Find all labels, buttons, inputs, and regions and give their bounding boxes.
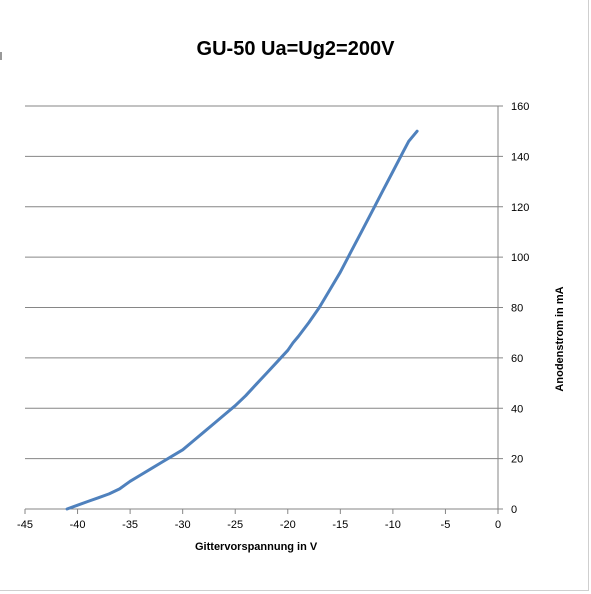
y-tick-label: 140 xyxy=(511,151,529,163)
y-axis-label: Anodenstrom in mA xyxy=(554,286,566,392)
chart-title: GU-50 Ua=Ug2=200V xyxy=(196,38,395,60)
series-lines xyxy=(65,129,419,511)
x-tick-label: -40 xyxy=(70,519,86,531)
y-tick-labels: 0 20 40 60 80 100 120 140 160 xyxy=(511,101,529,516)
axes xyxy=(24,105,503,514)
x-tick-label: -30 xyxy=(175,519,191,531)
x-tick-label: -25 xyxy=(227,519,243,531)
x-tick-label: 0 xyxy=(495,519,501,531)
x-tick-label: -45 xyxy=(17,519,33,531)
x-tick-label: -15 xyxy=(332,519,348,531)
y-tick-label: 40 xyxy=(511,403,523,415)
series-line-0 xyxy=(65,129,419,511)
x-tick-label: -35 xyxy=(122,519,138,531)
x-tick-labels: -45 -40 -35 -30 -25 -20 -15 -10 -5 0 xyxy=(17,519,501,531)
y-tick-label: 100 xyxy=(511,252,529,264)
y-tick-label: 120 xyxy=(511,202,529,214)
y-tick-label: 160 xyxy=(511,101,529,113)
x-tick-label: -10 xyxy=(385,519,401,531)
x-axis-label: Gittervorspannung in V xyxy=(195,541,318,553)
y-tick-label: 80 xyxy=(511,303,523,315)
y-tick-label: 0 xyxy=(511,504,517,516)
y-tick-label: 20 xyxy=(511,454,523,466)
y-tick-label: 60 xyxy=(511,353,523,365)
x-tick-label: -20 xyxy=(280,519,296,531)
x-tick-label: -5 xyxy=(441,519,451,531)
grid-lines xyxy=(25,105,498,460)
edge-mark xyxy=(0,52,2,60)
